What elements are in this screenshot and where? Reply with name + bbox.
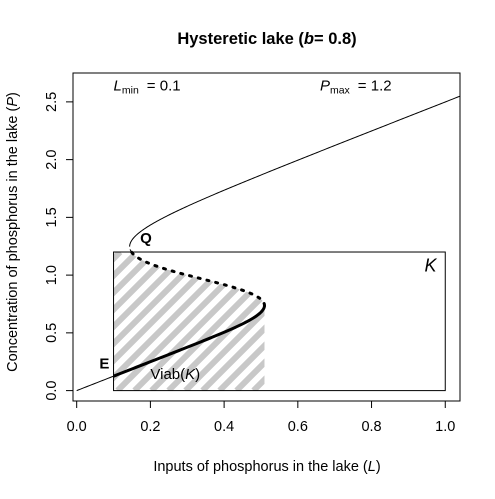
pmax-annotation: Pmax = 1.2 [320,77,392,96]
x-axis-label-var: L [368,459,376,475]
x-tick-label: 0.0 [67,419,87,435]
curve-upper-stable-branch [129,95,461,247]
x-axis: 0.0 0.2 0.4 0.6 0.8 1.0 [67,400,455,435]
lmin-annotation: Lmin = 0.1 [114,77,181,96]
y-axis-label-pre: Concentration of phosphorus in the lake … [5,106,21,371]
chart-title-post: = 0.8) [314,30,357,48]
pmax-sub: max [330,84,351,96]
viability-boundary-unstable-dotted [129,250,266,307]
y-axis-label-var: P [5,97,21,107]
y-axis-label-post: ) [5,92,21,97]
x-tick-label: 0.2 [140,419,160,435]
y-tick-label: 0.5 [44,323,60,343]
pmax-base: P [320,77,330,94]
pmax-value: = 1.2 [358,77,392,94]
lmin-sub: min [122,84,139,96]
viab-post: ) [195,366,200,383]
y-tick-label: 1.0 [44,265,60,285]
y-tick-label: 2.0 [44,150,60,170]
y-tick-label: 2.5 [44,92,60,112]
viability-boundary-lower [112,305,266,378]
viab-pre: Viab( [150,366,185,383]
lmin-base: L [114,77,122,94]
curve-unstable-branch-outer [129,246,132,253]
y-axis: 0.0 0.5 1.0 1.5 2.0 2.5 [44,92,73,401]
y-axis-label: Concentration of phosphorus in the lake … [5,92,21,372]
x-tick-label: 1.0 [435,419,455,435]
lmin-value: = 0.1 [147,77,181,94]
chart-title-pre: Hysteretic lake ( [177,30,304,48]
constraint-set-K-rect [113,251,446,392]
x-tick-label: 0.6 [288,419,308,435]
x-axis-label: Inputs of phosphorus in the lake (L) [153,459,380,475]
point-label-E: E [99,356,109,373]
x-tick-label: 0.8 [361,419,381,435]
y-tick-label: 0.0 [44,381,60,401]
x-axis-label-pre: Inputs of phosphorus in the lake ( [153,459,368,475]
x-tick-label: 0.4 [214,419,234,435]
viability-kernel-label: Viab(K) [150,366,200,383]
constraint-set-label: K [425,256,438,276]
viab-k: K [185,366,196,383]
point-label-Q: Q [140,230,152,247]
x-axis-label-post: ) [376,459,381,475]
chart-title-param: b [304,30,314,48]
y-tick-label: 1.5 [44,207,60,227]
plot-frame [72,72,461,402]
chart-title: Hysteretic lake (b= 0.8) [177,30,356,48]
curve-lower-branch-left [76,375,114,392]
